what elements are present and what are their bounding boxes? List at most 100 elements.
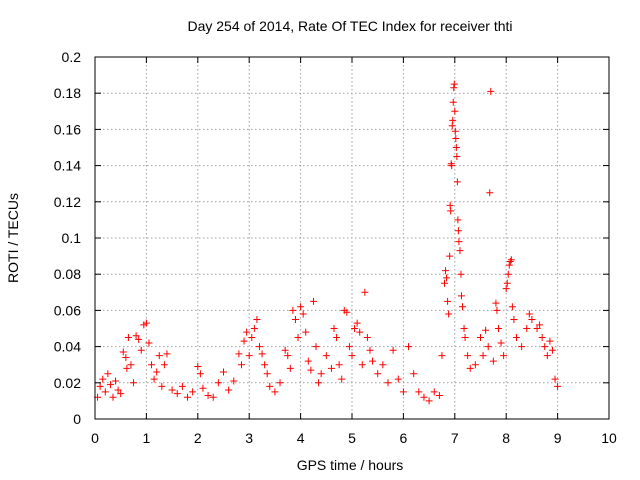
data-point	[127, 361, 135, 369]
data-point	[450, 80, 458, 88]
data-point	[356, 328, 364, 336]
data-point	[450, 84, 458, 92]
data-point	[420, 393, 428, 401]
data-point	[518, 343, 526, 351]
data-point	[351, 325, 359, 332]
data-point	[284, 352, 292, 360]
data-point	[503, 279, 511, 287]
data-point	[384, 379, 392, 387]
y-tick-label: 0	[73, 411, 81, 427]
data-point	[446, 252, 454, 260]
data-point	[449, 98, 457, 106]
y-tick-label: 0.2	[62, 49, 82, 65]
data-point	[543, 352, 551, 360]
x-tick-label: 9	[554, 430, 562, 446]
data-point	[457, 270, 465, 278]
data-point	[447, 160, 455, 168]
data-point	[512, 334, 520, 342]
data-point	[155, 352, 163, 360]
data-point	[389, 346, 397, 354]
data-point	[322, 352, 330, 360]
data-point	[454, 227, 462, 235]
data-point	[443, 274, 451, 282]
data-point	[312, 343, 320, 351]
data-point	[494, 325, 502, 332]
data-point	[554, 382, 562, 390]
x-tick-label: 0	[91, 430, 99, 446]
data-point	[135, 335, 143, 343]
data-point	[214, 379, 222, 387]
data-point	[330, 325, 338, 332]
data-point	[163, 350, 171, 358]
data-point	[343, 308, 351, 316]
data-point	[178, 382, 186, 390]
data-point	[510, 315, 518, 323]
data-point	[538, 334, 546, 342]
data-point	[304, 357, 312, 365]
data-point	[487, 87, 495, 95]
data-point	[294, 334, 302, 342]
data-point	[551, 375, 559, 383]
data-point	[289, 306, 297, 314]
data-point	[297, 303, 305, 311]
data-point	[243, 328, 251, 336]
data-point	[327, 364, 335, 372]
data-point	[533, 325, 541, 332]
data-point	[455, 238, 463, 246]
data-point	[204, 391, 212, 399]
data-point	[369, 357, 377, 365]
data-point	[505, 261, 513, 269]
data-point	[237, 361, 245, 369]
y-tick-label: 0.06	[54, 302, 81, 318]
data-point	[363, 334, 371, 342]
data-point	[173, 390, 181, 398]
data-point	[366, 346, 374, 354]
y-tick-label: 0.16	[54, 121, 81, 137]
data-point	[142, 319, 150, 327]
data-point	[461, 334, 469, 342]
data-point	[235, 350, 243, 358]
data-point	[124, 334, 132, 342]
data-point	[453, 178, 461, 186]
data-point	[536, 321, 544, 329]
y-tick-label: 0.1	[62, 230, 82, 246]
data-point	[459, 303, 467, 311]
data-point	[114, 386, 122, 394]
data-point	[441, 279, 449, 287]
data-point	[302, 328, 310, 336]
data-point	[109, 393, 117, 401]
data-point	[444, 297, 452, 305]
data-point	[446, 201, 454, 209]
data-point	[335, 361, 343, 369]
data-point	[502, 285, 510, 293]
data-point	[248, 334, 256, 342]
y-tick-label: 0.12	[54, 194, 81, 210]
data-point	[263, 370, 271, 378]
data-point	[456, 247, 464, 255]
data-point	[460, 325, 468, 332]
data-point	[484, 343, 492, 351]
data-point	[119, 348, 127, 356]
data-point	[405, 343, 413, 351]
data-point	[486, 189, 494, 197]
data-point	[276, 379, 284, 387]
data-point	[101, 388, 109, 396]
data-point	[132, 332, 140, 340]
data-point	[240, 337, 248, 345]
data-point	[333, 334, 341, 342]
data-point	[482, 326, 490, 334]
data-point	[445, 310, 453, 318]
data-point	[523, 325, 531, 332]
data-point	[160, 361, 168, 369]
data-point	[447, 207, 455, 215]
data-point	[348, 352, 356, 360]
data-point	[438, 352, 446, 360]
data-point	[451, 107, 459, 115]
data-point	[358, 361, 366, 369]
x-axis-label: GPS time / hours	[297, 457, 404, 473]
y-tick-label: 0.08	[54, 266, 81, 282]
data-point	[196, 370, 204, 378]
data-point	[361, 288, 369, 296]
